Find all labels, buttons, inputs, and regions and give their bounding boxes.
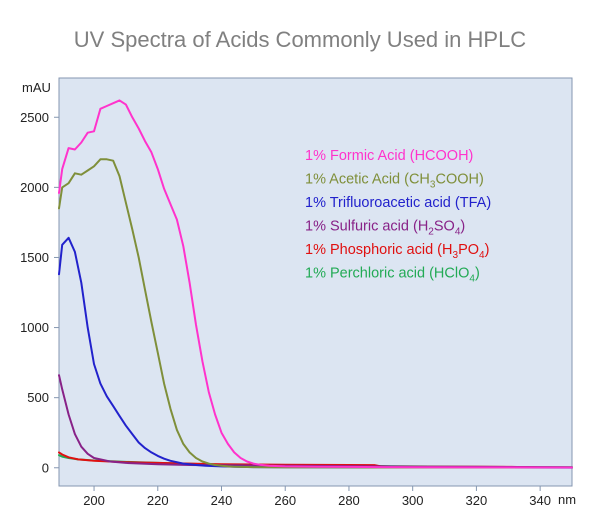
legend: 1% Formic Acid (HCOOH) 1% Acetic Acid (CH… <box>305 148 491 285</box>
x-tick-label: 240 <box>211 493 233 508</box>
series-line-2 <box>58 158 573 469</box>
axis-ticks: 200 220 240 260 280 300 320 340 0 500 1000 1500 2000… <box>20 110 551 508</box>
y-tick-label: 500 <box>27 390 49 405</box>
x-tick-label: 260 <box>274 493 296 508</box>
x-axis-unit: nm <box>558 492 576 507</box>
y-tick-label: 1000 <box>20 320 49 335</box>
x-tick-label: 200 <box>83 493 105 508</box>
y-tick-label: 2500 <box>20 110 49 125</box>
x-tick-label: 320 <box>466 493 488 508</box>
legend-entry-6: 1% Perchloric acid (HClO4) <box>305 266 480 285</box>
series-line-1 <box>58 99 573 469</box>
x-tick-label: 300 <box>402 493 424 508</box>
x-tick-label: 280 <box>338 493 360 508</box>
y-tick-label: 1500 <box>20 250 49 265</box>
legend-entry-2: 1% Acetic Acid (CH3COOH) <box>305 172 484 191</box>
y-tick-label: 0 <box>42 460 49 475</box>
legend-entry-4: 1% Sulfuric acid (H2SO4) <box>305 219 465 238</box>
y-tick-label: 2000 <box>20 180 49 195</box>
legend-entry-3: 1% Trifluoroacetic acid (TFA) <box>305 195 491 211</box>
legend-entry-5: 1% Phosphoric acid (H3PO4) <box>305 242 489 261</box>
chart-title: UV Spectra of Acids Commonly Used in HPL… <box>74 27 527 52</box>
y-axis-unit: mAU <box>22 80 51 95</box>
legend-entry-1: 1% Formic Acid (HCOOH) <box>305 148 473 164</box>
plot-area <box>58 77 573 487</box>
series-lines <box>58 99 573 469</box>
x-tick-label: 340 <box>529 493 551 508</box>
x-tick-label: 220 <box>147 493 169 508</box>
